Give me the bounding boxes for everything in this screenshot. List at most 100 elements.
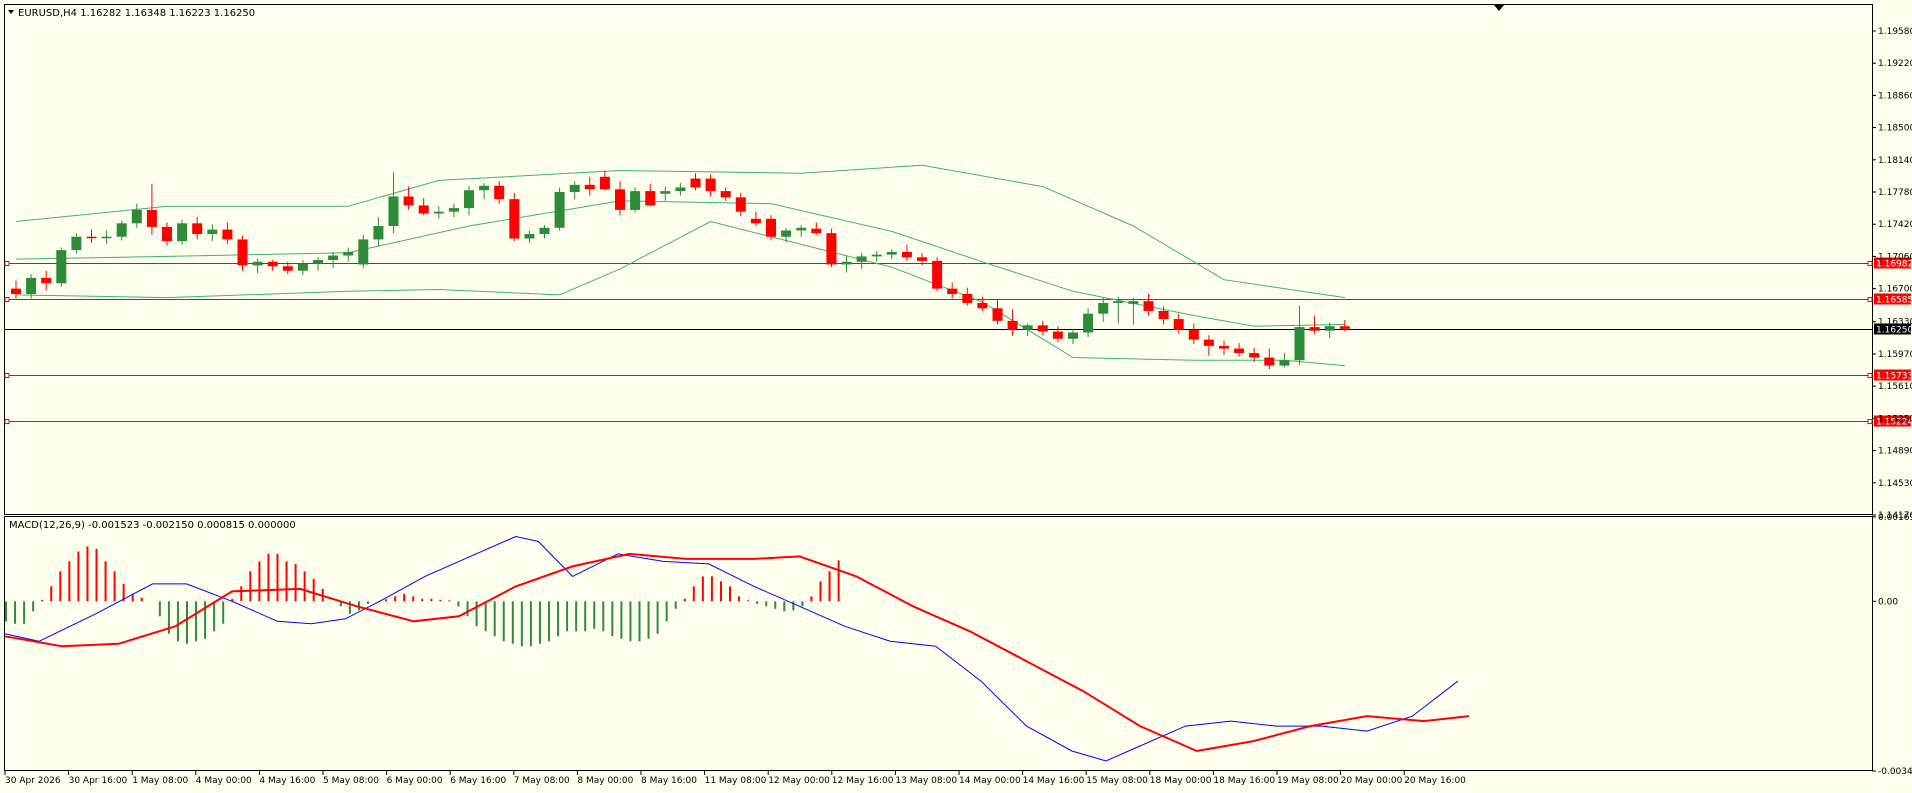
time-tick-label: 4 May 16:00 [259,776,315,786]
price-tick-label: 1.15250 [1878,414,1912,424]
bollinger-bands [15,164,1345,367]
candle-body [358,239,369,265]
time-tick-label: 15 May 08:00 [1086,776,1148,786]
candle-body [101,236,112,239]
time-tick-label: 19 May 08:00 [1277,776,1339,786]
price-tick-label: 1.18500 [1878,124,1912,134]
level-price-label: 1.16982 [1876,260,1912,270]
price-panel-frame [4,4,1873,515]
candle-body [297,263,308,271]
candle-body [1279,360,1290,366]
candle-body [26,277,37,294]
macd-tick-label: 0.001693 [1878,513,1912,523]
candle-body [1339,326,1350,329]
candle-body [1324,326,1335,331]
level-price-label: 1.15224 [1876,418,1912,428]
time-axis[interactable]: 30 Apr 2026 30 Apr 16:00 1 May 08:00 4 May … [4,771,1466,786]
candle-body [735,197,746,212]
candle-body [630,191,641,210]
candles [11,170,1350,370]
candle-body [1143,301,1154,311]
candle-body [207,229,218,235]
price-tick-label: 1.17060 [1878,252,1912,262]
candle-body [781,230,792,237]
candle-body [796,227,807,231]
candle-body [86,236,97,239]
candle-body [1249,353,1260,358]
candle-body [267,261,278,267]
candle-body [116,223,127,237]
price-axis[interactable]: 1.19580 1.19220 1.18860 1.18500 1.18140 1.177… [1872,27,1912,777]
candle-body [1264,357,1275,366]
candle-body [584,184,595,190]
candle-body [1052,331,1063,339]
candle-body [660,191,671,194]
candle-body [1158,311,1169,320]
candle-body [766,218,776,237]
candle-body [1007,320,1018,330]
candle-body [328,255,339,260]
price-tick-label: 1.18140 [1878,156,1912,166]
time-tick-label: 18 May 16:00 [1213,776,1275,786]
macd-tick-label: 0.00 [1878,597,1898,607]
chart-shift-marker-icon[interactable] [1494,5,1504,11]
candle-body [645,191,656,206]
level-price-label: 1.16585 [1876,296,1912,306]
candle-body [524,234,535,239]
candle-body [917,257,927,261]
candle-body [146,209,157,227]
candle-body [71,236,82,251]
candle-body [856,256,867,262]
time-tick-label: 14 May 00:00 [959,776,1021,786]
candle-body [1234,348,1245,354]
candle-body [977,302,988,309]
candle-body [599,176,610,190]
candle-body [690,178,701,188]
time-tick-label: 5 May 08:00 [323,776,379,786]
candle-body [1294,327,1305,361]
level-handle-right [1867,419,1873,424]
time-tick-label: 6 May 16:00 [450,776,506,786]
candle-body [237,239,248,266]
time-tick-label: 13 May 08:00 [895,776,957,786]
candle-body [494,185,505,200]
horizontal-levels[interactable]: 1.16982 1.16585 1.15733 1.15224 1.16250 [4,257,1912,428]
time-tick-label: 20 May 00:00 [1341,776,1403,786]
level-handle-left [4,297,10,302]
price-tick-label: 1.19580 [1878,27,1912,37]
price-tick-label: 1.15970 [1878,350,1912,360]
price-tick-label: 1.14530 [1878,479,1912,489]
candle-body [222,229,233,240]
dropdown-arrow-icon[interactable] [8,10,14,14]
time-tick-label: 4 May 00:00 [196,776,252,786]
candle-body [192,223,203,235]
level-handle-left [4,419,10,424]
candle-body [1173,319,1184,330]
candle-body [177,223,188,242]
level-price-tag [1874,369,1911,381]
price-tick-label: 1.18860 [1878,91,1912,101]
level-price-tag [1874,257,1911,269]
symbol-header: EURUSD,H4 1.16282 1.16348 1.16223 1.1625… [18,8,255,19]
price-tick-label: 1.14890 [1878,447,1912,457]
time-tick-label: 20 May 16:00 [1404,776,1466,786]
level-price-tag [1874,415,1911,427]
bollinger-upper-band [15,164,1345,299]
level-price-label: 1.15733 [1876,372,1912,382]
price-tick-label: 1.14170 [1878,511,1912,521]
candle-body [871,254,882,257]
price-tick-label: 1.17780 [1878,188,1912,198]
candle-body [403,196,414,206]
candle-body [373,226,384,240]
candle-body [886,251,897,255]
candle-body [162,226,172,242]
candle-body [932,260,943,289]
candle-body [720,191,731,198]
candle-body [962,294,973,303]
candle-body [1219,345,1229,349]
time-tick-label: 14 May 16:00 [1023,776,1085,786]
candle-body [448,208,459,212]
level-handle-right [1867,297,1873,302]
